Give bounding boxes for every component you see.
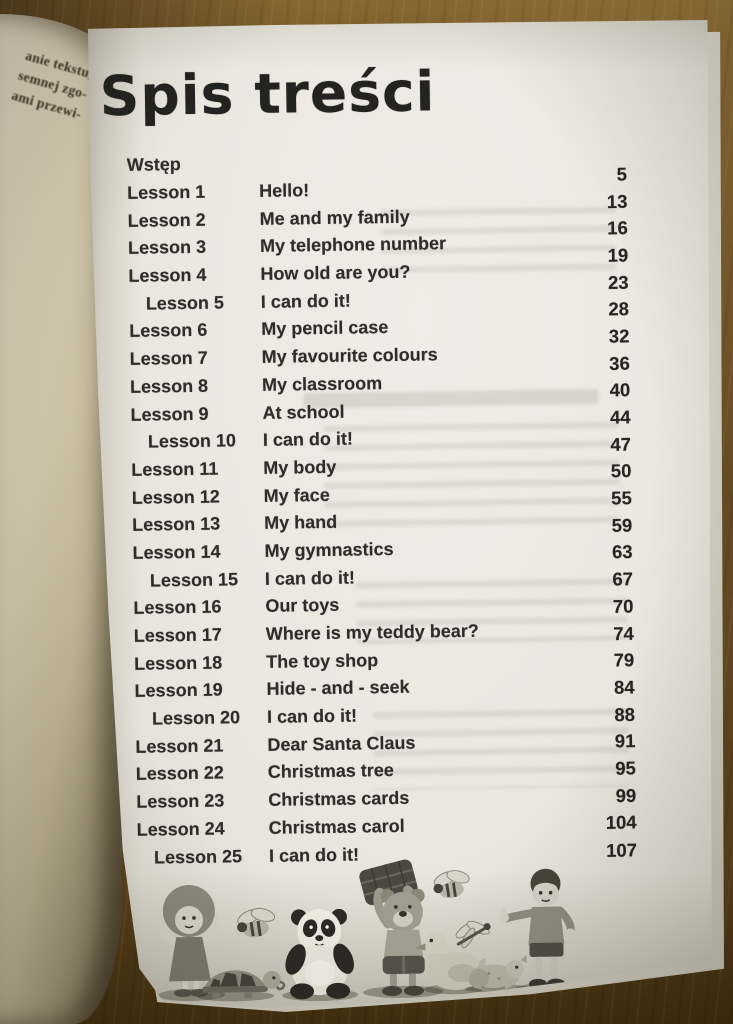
lesson-label: Lesson 23 [136,790,225,812]
table-of-contents: Wstęp 5 Lesson 1 Hello! 13 Lesson 2 Me a… [88,143,712,872]
lesson-label: Lesson 13 [131,513,221,536]
lesson-title: My classroom [261,372,383,395]
lesson-title: Christmas cards [268,787,410,811]
lesson-label: Lesson 22 [135,762,225,785]
lesson-label: Lesson 3 [127,237,207,259]
lesson-title: My gymnastics [264,538,394,561]
lesson-label: Lesson 11 [131,458,219,480]
lesson-title: Christmas carol [268,815,405,838]
lesson-label: Lesson 1 [127,181,206,203]
turtle-illustration [198,970,286,1002]
cartoon-characters-illustration [157,859,580,1002]
lesson-label: Lesson 15 [149,568,239,591]
left-page-partial-text: anie tekstu, semnej zgo- ami przewi- [0,22,96,124]
page-content: Spis treści Wstęp 5 Lesson 1 Hello! 13 L… [88,20,712,1008]
page-number: 95 [615,757,636,779]
bee-illustration [237,907,276,938]
lesson-title: My face [263,484,330,506]
bee-illustration [433,870,470,899]
lesson-title: How old are you? [260,261,411,285]
lesson-title: My body [263,456,337,478]
lesson-title: I can do it! [266,705,358,727]
lesson-title [259,157,707,164]
page-number: 88 [614,703,636,725]
lesson-title: Dear Santa Claus [267,732,416,755]
lesson-title: My pencil case [261,317,389,340]
lesson-label: Lesson 9 [130,403,209,425]
page-title: Spis treści [99,59,436,129]
page-number: 74 [613,622,634,644]
lesson-label: Lesson 21 [135,735,224,757]
lesson-title: Where is my teddy bear? [265,620,479,644]
lesson-label: Lesson 10 [147,430,237,452]
page-number: 84 [613,676,635,698]
page-number: 79 [613,649,635,671]
page-number: 104 [605,811,637,834]
lesson-label: Wstęp [126,154,181,176]
lesson-label: Lesson 6 [129,320,208,342]
lesson-label: Lesson 19 [134,679,223,702]
lesson-title: My hand [263,512,338,534]
lesson-title: My telephone number [259,233,447,257]
lesson-title: Hide - and - seek [266,677,410,700]
panda-illustration [282,908,359,1002]
lesson-label: Lesson 8 [129,375,209,397]
lesson-title: Me and my family [259,206,410,229]
page-number: 99 [615,784,637,806]
lesson-title: Hello! [259,180,310,201]
lesson-label: Lesson 20 [151,707,241,729]
lesson-title: Christmas tree [267,760,395,783]
lesson-title: I can do it! [262,428,354,451]
lesson-label: Lesson 17 [133,624,222,646]
lesson-title: I can do it! [260,290,351,312]
lesson-title: The toy shop [266,649,379,672]
lesson-title: My favourite colours [261,344,438,368]
lesson-title: At school [262,401,345,423]
page-number: 91 [614,730,636,752]
dragonfly-illustration [455,920,491,949]
contents-page: Spis treści Wstęp 5 Lesson 1 Hello! 13 L… [87,20,712,1008]
lesson-label: Lesson 12 [131,486,220,508]
lesson-label: Lesson 5 [145,292,225,314]
lesson-label: Lesson 2 [127,209,206,231]
lesson-label: Lesson 14 [132,541,221,563]
lesson-title: Our toys [265,595,340,617]
lesson-title: I can do it! [264,567,356,589]
lesson-label: Lesson 24 [136,818,225,840]
lesson-label: Lesson 16 [133,596,222,619]
lesson-label: Lesson 7 [129,347,208,370]
teddy-bear-illustration [359,859,444,998]
lesson-label: Lesson 18 [134,652,223,674]
lesson-label: Lesson 4 [128,264,207,286]
